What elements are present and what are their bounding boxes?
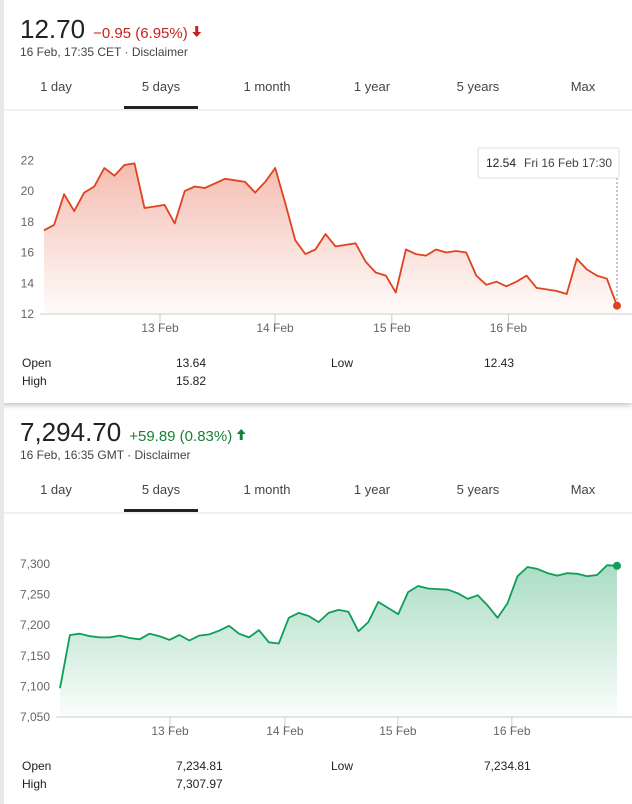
range-tab[interactable]: 1 year bbox=[354, 79, 391, 94]
price-change: +59.89 (0.83%) bbox=[129, 428, 232, 445]
x-tick-label: 16 Feb bbox=[490, 321, 528, 335]
y-tick-label: 20 bbox=[21, 184, 35, 198]
stat-text: Low bbox=[331, 759, 353, 773]
range-tab[interactable]: 1 month bbox=[244, 79, 291, 94]
x-tick-label: 14 Feb bbox=[256, 321, 294, 335]
y-tick-label: 7,150 bbox=[20, 649, 50, 663]
timestamp: 16 Feb, 16:35 GMT · Disclaimer bbox=[20, 448, 191, 462]
price: 7,294.70 bbox=[20, 417, 121, 447]
range-tab[interactable]: 5 years bbox=[457, 79, 500, 94]
y-tick-label: 22 bbox=[21, 153, 35, 167]
area-fill bbox=[44, 163, 617, 314]
range-tab[interactable]: 1 day bbox=[40, 79, 72, 94]
stat-text: 7,307.97 bbox=[176, 777, 223, 791]
last-point bbox=[613, 301, 621, 310]
price-line bbox=[59, 564, 618, 689]
y-tick-label: 7,200 bbox=[20, 618, 50, 632]
stat-text: Low bbox=[331, 356, 353, 370]
stat-text: Open bbox=[22, 356, 51, 370]
range-tab[interactable]: Max bbox=[571, 79, 596, 94]
x-tick-label: 15 Feb bbox=[379, 724, 417, 738]
y-tick-label: 7,050 bbox=[20, 710, 50, 724]
x-tick-label: 16 Feb bbox=[493, 724, 531, 738]
tooltip-value: 12.54 bbox=[486, 156, 516, 170]
change-arrow bbox=[192, 26, 202, 37]
stat-text: 7,234.81 bbox=[484, 759, 531, 773]
price-change: −0.95 (6.95%) bbox=[93, 25, 188, 42]
tooltip-label: Fri 16 Feb 17:30 bbox=[524, 156, 612, 170]
change-arrow bbox=[236, 429, 246, 440]
active-tab-underline bbox=[124, 106, 198, 109]
range-tab[interactable]: 1 year bbox=[354, 482, 391, 497]
price-line bbox=[43, 162, 618, 307]
y-tick-label: 12 bbox=[21, 307, 35, 321]
area-fill bbox=[60, 565, 617, 717]
last-point bbox=[613, 561, 621, 570]
price: 12.70 bbox=[20, 14, 85, 44]
stat-text: 7,234.81 bbox=[176, 759, 223, 773]
range-tab[interactable]: 5 days bbox=[142, 482, 181, 497]
x-tick-label: 13 Feb bbox=[141, 321, 179, 335]
x-tick-label: 15 Feb bbox=[373, 321, 411, 335]
stat-text: 13.64 bbox=[176, 356, 206, 370]
y-tick-label: 7,300 bbox=[20, 557, 50, 571]
left-edge bbox=[0, 0, 4, 804]
y-tick-label: 7,250 bbox=[20, 588, 50, 602]
range-tab[interactable]: Max bbox=[571, 482, 596, 497]
stat-text: Open bbox=[22, 759, 51, 773]
y-tick-label: 18 bbox=[21, 215, 35, 229]
active-tab-underline bbox=[124, 509, 198, 512]
stat-text: 15.82 bbox=[176, 374, 206, 388]
x-tick-label: 14 Feb bbox=[266, 724, 304, 738]
x-tick-label: 13 Feb bbox=[151, 724, 189, 738]
stat-text: High bbox=[22, 777, 47, 791]
y-tick-label: 14 bbox=[21, 276, 35, 290]
tooltip-box bbox=[477, 147, 620, 179]
stat-text: 12.43 bbox=[484, 356, 514, 370]
stat-text: High bbox=[22, 374, 47, 388]
y-tick-label: 7,100 bbox=[20, 679, 50, 693]
range-tab[interactable]: 5 days bbox=[142, 79, 181, 94]
y-tick-label: 16 bbox=[21, 246, 35, 260]
range-tab[interactable]: 1 day bbox=[40, 482, 72, 497]
timestamp: 16 Feb, 17:35 CET · Disclaimer bbox=[20, 45, 188, 59]
range-tab[interactable]: 1 month bbox=[244, 482, 291, 497]
range-tab[interactable]: 5 years bbox=[457, 482, 500, 497]
